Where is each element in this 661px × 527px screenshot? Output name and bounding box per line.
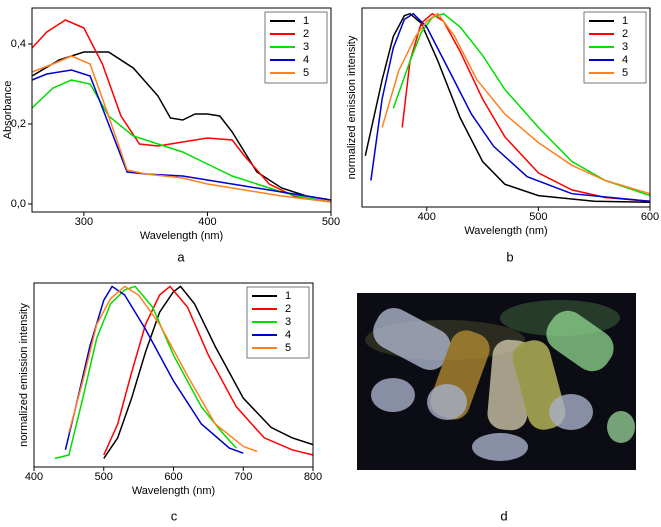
legend-label: 4: [303, 54, 309, 66]
y-axis-label: normalized emission intensity: [346, 35, 358, 179]
legend-label: 1: [622, 15, 628, 27]
y-tick-label: 0,2: [11, 118, 26, 130]
x-tick-label: 800: [304, 471, 322, 483]
series-line: [392, 12, 651, 197]
legend-label: 2: [622, 28, 628, 40]
legend-label: 2: [303, 28, 309, 40]
series-line: [370, 12, 651, 203]
legend-label: 4: [622, 54, 628, 66]
series-line: [364, 12, 651, 204]
x-tick-label: 500: [529, 211, 547, 223]
series-line: [31, 69, 332, 201]
x-tick-label: 400: [198, 216, 216, 228]
x-axis-label: Wavelength (nm): [464, 225, 547, 237]
legend-label: 3: [303, 41, 309, 53]
legend-label: 1: [303, 15, 309, 27]
legend-label: 4: [285, 329, 291, 341]
x-tick-label: 500: [95, 471, 113, 483]
series-line: [103, 285, 314, 456]
series-line: [31, 19, 332, 203]
plot-frame: [31, 7, 332, 213]
series-line: [64, 285, 244, 454]
x-axis-label: Wavelength (nm): [132, 485, 215, 497]
series-line: [103, 285, 314, 459]
series-line: [381, 12, 651, 195]
y-axis-label: Absorbance: [2, 81, 14, 140]
legend-label: 1: [285, 290, 291, 302]
plot-frame: [361, 7, 651, 208]
caption: c: [171, 508, 178, 523]
x-tick-label: 700: [234, 471, 252, 483]
legend-label: 3: [622, 41, 628, 53]
y-tick-label: 0,4: [11, 38, 26, 50]
x-tick-label: 400: [418, 211, 436, 223]
series-line: [401, 12, 651, 203]
x-tick-label: 300: [75, 216, 93, 228]
legend-label: 2: [285, 303, 291, 315]
caption: a: [177, 249, 185, 264]
photo: [357, 293, 636, 470]
y-axis-label: normalized emission intensity: [18, 303, 30, 447]
x-tick-label: 500: [322, 216, 340, 228]
legend-label: 5: [303, 67, 309, 79]
legend-label: 5: [622, 67, 628, 79]
series-line: [54, 285, 237, 460]
x-tick-label: 600: [641, 211, 659, 223]
caption: d: [500, 508, 507, 523]
y-tick-label: 0,0: [11, 198, 26, 210]
x-tick-label: 400: [25, 471, 43, 483]
legend-label: 5: [285, 342, 291, 354]
caps: [371, 378, 635, 461]
caption: b: [506, 249, 513, 264]
tubes: [373, 308, 614, 431]
x-axis-label: Wavelength (nm): [140, 230, 223, 242]
series-line: [68, 285, 258, 453]
series-line: [31, 79, 332, 203]
x-tick-label: 600: [164, 471, 182, 483]
legend-label: 3: [285, 316, 291, 328]
series-line: [31, 55, 332, 203]
